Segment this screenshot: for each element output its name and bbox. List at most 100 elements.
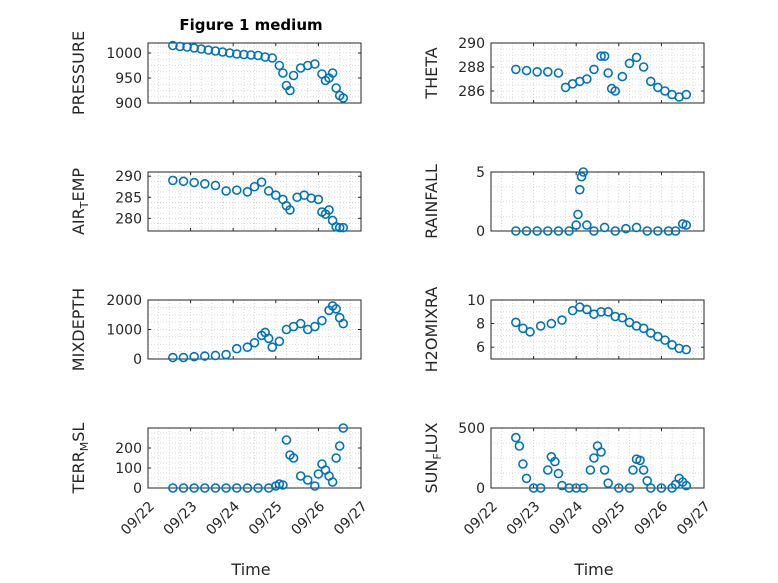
data-point [511,432,521,443]
x-axis-label-right: Time [573,560,613,579]
y-tick-label: 8 [476,317,485,333]
y-tick-label: 1000 [106,323,142,339]
subplot-h2omixra: 6 8 10 H2OMIXRA [422,287,705,372]
data-point [256,177,267,187]
data-point [246,50,256,60]
y-tick-label: 290 [115,169,142,185]
data-point [267,53,278,63]
data-point [331,453,341,463]
data-point [317,315,327,326]
data-point [260,52,270,62]
data-point [542,67,553,77]
data-point [221,483,231,493]
data-point [210,46,221,56]
data-point [596,447,606,457]
data-point [564,226,574,236]
data-point [663,226,674,236]
subplot-rainfall: 0 5 RAINFALL [422,164,705,240]
y-tick-label: 5 [476,165,485,181]
data-point [638,62,649,72]
data-point [525,327,535,337]
data-point [178,352,189,363]
data-point [631,222,642,233]
data-point [334,222,345,233]
data-point [550,456,560,467]
data-point [288,453,299,463]
data-point [638,465,649,475]
data-point [200,179,210,189]
data-point [603,478,613,489]
data-point [168,483,178,493]
x-axis-label-left: Time [230,560,270,579]
y-tick-label: 6 [476,340,485,356]
data-point [200,351,210,361]
data-point [231,483,242,493]
data-point [521,226,532,236]
data-point [599,222,610,233]
data-point [681,220,692,230]
data-point [610,226,621,236]
data-point [628,465,638,475]
y-tick-label: 2000 [106,293,142,309]
data-point [511,226,521,236]
data-point [532,226,542,236]
data-point [239,49,249,60]
data-point [599,51,610,62]
y-axis-label: RAINFALL [422,164,441,239]
data-point [189,177,199,188]
y-tick-label: 0 [133,352,142,368]
data-point [168,352,178,363]
subplot-mixdepth: 0 1000 2000 MIXDEPTH [69,288,362,371]
axes-box [490,427,705,489]
data-point [295,471,306,481]
data-point [210,180,221,191]
data-point [285,205,295,215]
data-point [578,483,589,493]
data-point [278,68,288,78]
data-point [521,473,532,484]
data-point [542,226,553,236]
data-point [511,317,521,328]
data-point [573,209,583,220]
axes-box [490,42,705,104]
data-point [681,480,692,491]
data-point [331,304,341,314]
data-point [542,465,553,475]
data-point [221,349,231,360]
y-tick-label: 500 [458,421,485,437]
data-point [175,41,185,52]
data-point [532,67,542,77]
data-point [621,223,631,234]
data-point [274,336,285,347]
data-point [681,89,692,100]
y-tick-label: 200 [115,441,142,457]
data-point [599,465,610,475]
data-point [582,74,592,84]
data-point [585,465,596,475]
data-point [168,175,178,186]
data-point [334,441,345,451]
data-point [196,44,207,54]
data-point [231,343,242,354]
data-point [302,475,313,485]
data-point [553,226,564,236]
y-tick-label: 0 [133,481,142,497]
data-point [242,342,253,353]
data-point [521,65,532,76]
data-point [285,85,295,96]
data-point [263,333,274,344]
data-point [582,304,592,315]
data-point [635,455,645,466]
data-point [553,468,564,479]
data-point [189,483,199,493]
data-point [274,60,285,71]
y-axis-label: SUNFLUX [422,422,444,493]
y-axis-label: MIXDEPTH [69,288,88,371]
data-point [596,51,606,62]
data-point [313,469,324,479]
data-point [217,47,228,57]
data-point [596,306,606,317]
